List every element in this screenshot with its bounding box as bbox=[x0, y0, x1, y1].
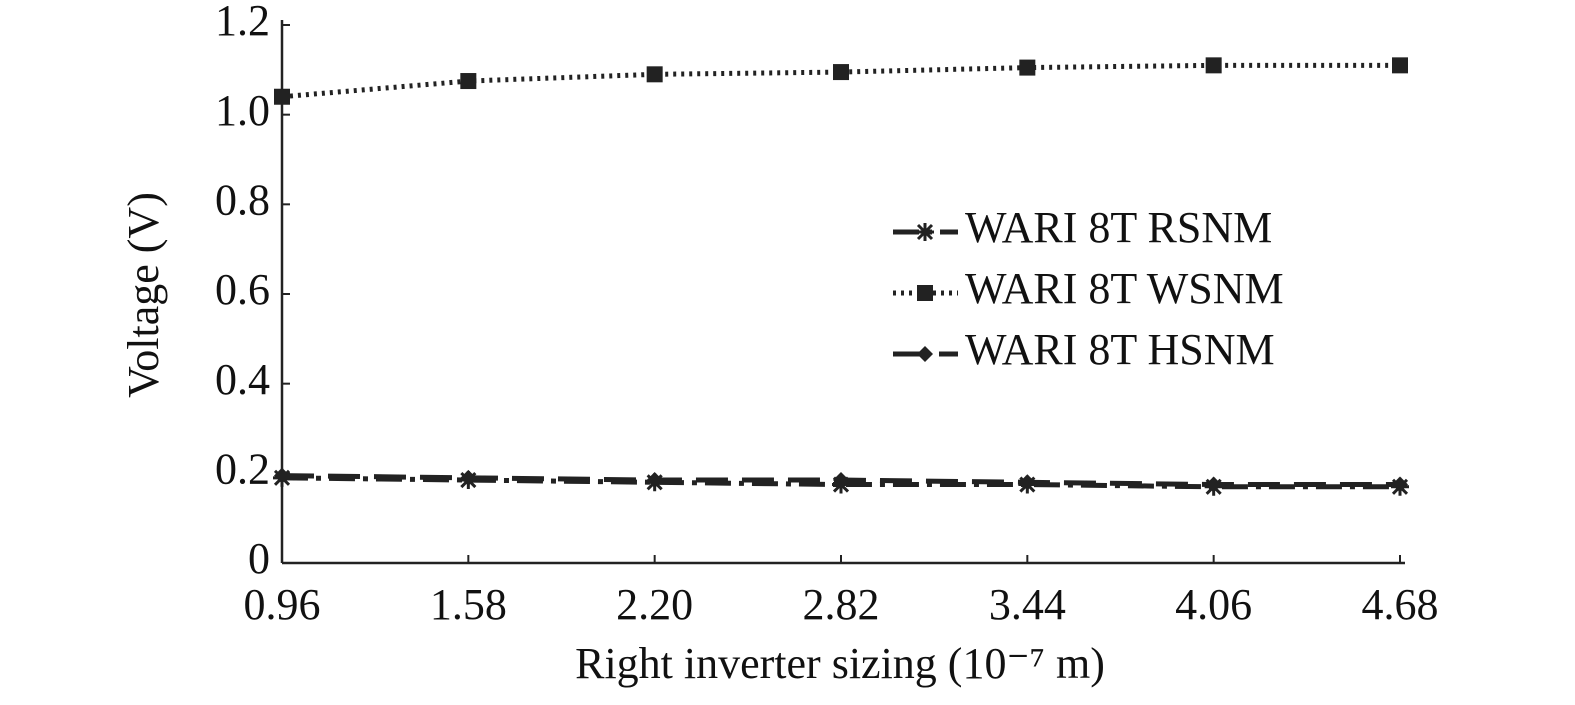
y-tick-label: 0 bbox=[248, 534, 270, 583]
y-tick-label: 0.4 bbox=[215, 355, 270, 404]
legend-label: WARI 8T RSNM bbox=[965, 203, 1272, 252]
marker bbox=[833, 64, 849, 81]
marker bbox=[1205, 57, 1222, 74]
marker bbox=[460, 73, 477, 90]
legend-marker bbox=[917, 346, 933, 362]
x-tick-label: 0.96 bbox=[244, 580, 321, 629]
legend-label: WARI 8T HSNM bbox=[965, 325, 1275, 374]
marker bbox=[274, 467, 290, 484]
legend-marker bbox=[917, 285, 933, 301]
x-tick-label: 2.20 bbox=[616, 580, 693, 629]
marker bbox=[274, 88, 290, 105]
y-axis-label: Voltage (V) bbox=[119, 192, 168, 398]
y-tick-label: 1.2 bbox=[215, 0, 270, 45]
marker bbox=[1019, 59, 1036, 76]
x-axis-label: Right inverter sizing (10⁻⁷ m) bbox=[575, 639, 1105, 688]
x-tick-label: 2.82 bbox=[803, 580, 880, 629]
y-tick-label: 0.6 bbox=[215, 265, 270, 314]
x-tick-label: 1.58 bbox=[430, 580, 507, 629]
marker bbox=[646, 66, 663, 83]
marker bbox=[460, 469, 477, 486]
marker bbox=[833, 472, 849, 489]
marker bbox=[1205, 476, 1222, 493]
y-tick-label: 0.2 bbox=[215, 444, 270, 493]
marker bbox=[1392, 476, 1408, 493]
x-tick-label: 4.06 bbox=[1175, 580, 1252, 629]
legend-marker bbox=[916, 223, 934, 241]
y-tick-label: 0.8 bbox=[215, 175, 270, 224]
marker bbox=[646, 472, 663, 489]
marker bbox=[1019, 474, 1036, 491]
legend-label: WARI 8T WSNM bbox=[965, 264, 1284, 313]
marker bbox=[1392, 57, 1408, 74]
y-tick-label: 1.0 bbox=[215, 86, 270, 135]
x-tick-label: 4.68 bbox=[1362, 580, 1439, 629]
x-tick-label: 3.44 bbox=[989, 580, 1066, 629]
